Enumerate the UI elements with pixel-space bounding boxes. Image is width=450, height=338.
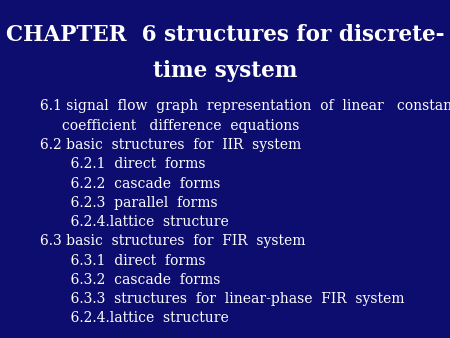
Text: CHAPTER  6 structures for discrete-: CHAPTER 6 structures for discrete- <box>6 24 444 47</box>
Text: 6.2.4.lattice  structure: 6.2.4.lattice structure <box>40 215 229 229</box>
Text: 6.2.1  direct  forms: 6.2.1 direct forms <box>40 157 206 171</box>
Text: 6.2.3  parallel  forms: 6.2.3 parallel forms <box>40 196 218 210</box>
Text: 6.3.1  direct  forms: 6.3.1 direct forms <box>40 254 206 268</box>
Text: 6.3.2  cascade  forms: 6.3.2 cascade forms <box>40 273 221 287</box>
Text: 6.2.4.lattice  structure: 6.2.4.lattice structure <box>40 311 229 325</box>
Text: 6.3 basic  structures  for  FIR  system: 6.3 basic structures for FIR system <box>40 234 306 248</box>
Text: coefficient   difference  equations: coefficient difference equations <box>40 119 300 133</box>
Text: 6.1 signal  flow  graph  representation  of  linear   constant-: 6.1 signal flow graph representation of … <box>40 99 450 114</box>
Text: 6.2.2  cascade  forms: 6.2.2 cascade forms <box>40 176 221 191</box>
Text: 6.2 basic  structures  for  IIR  system: 6.2 basic structures for IIR system <box>40 138 302 152</box>
Text: 6.3.3  structures  for  linear-phase  FIR  system: 6.3.3 structures for linear-phase FIR sy… <box>40 292 405 306</box>
Text: time system: time system <box>153 60 297 82</box>
